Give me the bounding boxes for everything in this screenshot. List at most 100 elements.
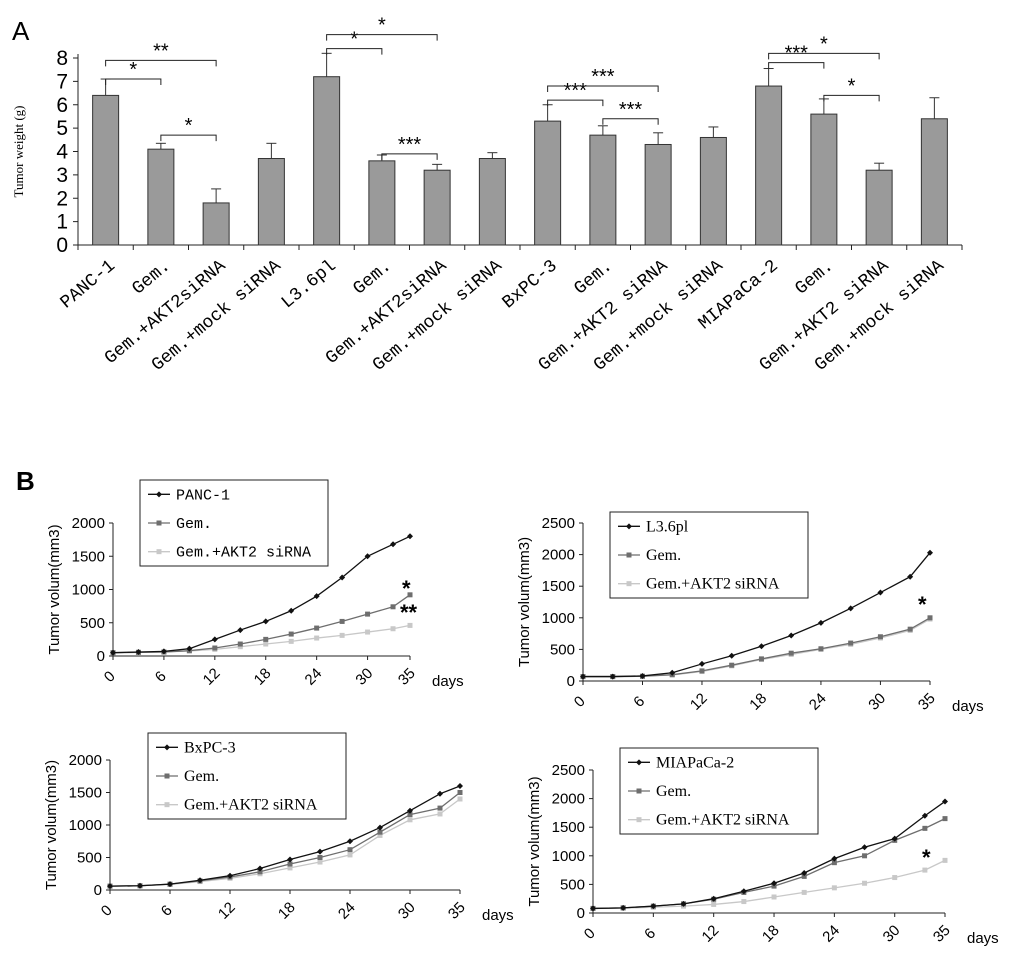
data-point <box>609 673 616 680</box>
x-tick-label: 30 <box>865 690 889 714</box>
legend-marker <box>636 817 642 823</box>
legend-label: Gem. <box>184 768 219 785</box>
x-tick-label: 12 <box>215 899 239 923</box>
x-tick-label: 18 <box>746 690 770 714</box>
y-tick-label: 2500 <box>542 515 575 532</box>
bar <box>810 113 838 246</box>
data-point <box>758 656 764 662</box>
y-tick-label: 500 <box>560 876 585 893</box>
data-point <box>590 905 596 912</box>
bar <box>644 143 672 246</box>
data-point <box>698 660 705 667</box>
y-tick-label: 2000 <box>72 515 105 532</box>
data-point <box>729 662 735 668</box>
data-point <box>877 589 884 596</box>
data-point <box>801 889 807 895</box>
x-tick-label: 12 <box>200 665 224 689</box>
bar <box>478 158 506 246</box>
data-point <box>831 855 838 862</box>
significance-label: ** <box>400 600 418 625</box>
x-tick-label: 0 <box>581 925 599 943</box>
data-point <box>390 626 396 632</box>
data-point <box>314 635 320 641</box>
data-point <box>263 641 269 647</box>
legend-label: Gem. <box>176 516 212 533</box>
y-tick-label: 0 <box>97 648 105 665</box>
data-point <box>347 838 353 845</box>
y-tick-label: 0 <box>94 882 102 899</box>
significance-bracket <box>602 118 659 125</box>
line-chart-l36pl: 0 500 1000 1500 2000 2500 0 6 12 18 24 30 35 days Tumo… <box>516 511 984 715</box>
data-point <box>407 817 413 823</box>
legend-label: Gem.+AKT2 siRNA <box>176 545 311 562</box>
significance-label: * <box>378 15 386 37</box>
x-tick-label: 35 <box>445 899 469 923</box>
y-tick-label: 7 <box>56 70 68 93</box>
data-point <box>942 857 948 863</box>
x-tick-label: 24 <box>819 922 843 946</box>
data-point <box>942 798 948 805</box>
y-tick-label: 2000 <box>69 752 102 769</box>
significance-bracket <box>381 153 438 160</box>
data-point <box>110 649 116 656</box>
data-point <box>135 649 142 656</box>
legend-marker <box>626 523 632 530</box>
legend-box <box>139 479 329 567</box>
x-tick-label: Gem. <box>571 256 617 299</box>
x-tick-label: 0 <box>571 693 589 711</box>
legend-marker <box>626 552 632 558</box>
line-chart-bxpc3: 0 500 1000 1500 2000 0 6 12 18 24 30 35 days Tumor vo… <box>43 732 514 924</box>
legend-box <box>609 511 809 599</box>
x-tick-label: 18 <box>759 922 783 946</box>
data-point <box>317 848 323 855</box>
legend-marker <box>156 549 162 555</box>
data-point <box>263 636 269 642</box>
data-point <box>639 672 646 679</box>
y-tick-label: 1000 <box>69 817 102 834</box>
data-point <box>347 852 353 858</box>
x-tick-label: 12 <box>699 922 723 946</box>
x-tick-label: L3.6pl <box>278 256 341 313</box>
data-point <box>437 790 443 797</box>
significance-bracket <box>326 34 438 41</box>
data-point <box>317 859 323 865</box>
data-point <box>390 541 397 548</box>
x-tick-label: 18 <box>251 665 275 689</box>
x-tick-label: 6 <box>630 693 648 711</box>
significance-label: ** <box>153 40 169 62</box>
significance-bracket <box>105 59 217 67</box>
x-tick-label: 12 <box>687 690 711 714</box>
y-tick-label: 2500 <box>552 762 585 779</box>
x-tick-label: PANC-1 <box>57 256 120 313</box>
x-tick-label: 0 <box>101 668 119 686</box>
bar <box>202 202 230 246</box>
data-point <box>288 638 294 644</box>
data-point <box>364 553 371 560</box>
x-tick-label: Gem. <box>350 256 396 299</box>
y-tick-label: 1500 <box>72 548 105 565</box>
data-point <box>831 860 837 866</box>
x-tick-label: 24 <box>302 665 326 689</box>
data-point <box>771 894 777 900</box>
y-tick-label: 0 <box>56 234 68 257</box>
y-tick-label: 2000 <box>552 791 585 808</box>
y-axis-label: Tumor volum(mm3) <box>526 776 543 906</box>
y-tick-label: 6 <box>56 94 68 117</box>
x-tick-label: Gem. <box>792 256 838 299</box>
x-tick-label: 6 <box>641 925 659 943</box>
y-axis-label: Tumor volum(mm3) <box>43 760 60 890</box>
y-tick-label: 1000 <box>552 848 585 865</box>
data-point <box>377 829 383 835</box>
data-point <box>237 644 243 650</box>
data-point <box>831 885 837 891</box>
data-point <box>922 867 928 873</box>
data-point <box>680 900 687 907</box>
data-point <box>891 835 898 842</box>
data-point <box>407 812 413 818</box>
data-point <box>167 881 173 888</box>
data-point <box>922 825 928 831</box>
x-tick-label: 0 <box>98 902 116 920</box>
legend-label: Gem. <box>646 547 681 564</box>
significance-label: * <box>918 592 927 617</box>
